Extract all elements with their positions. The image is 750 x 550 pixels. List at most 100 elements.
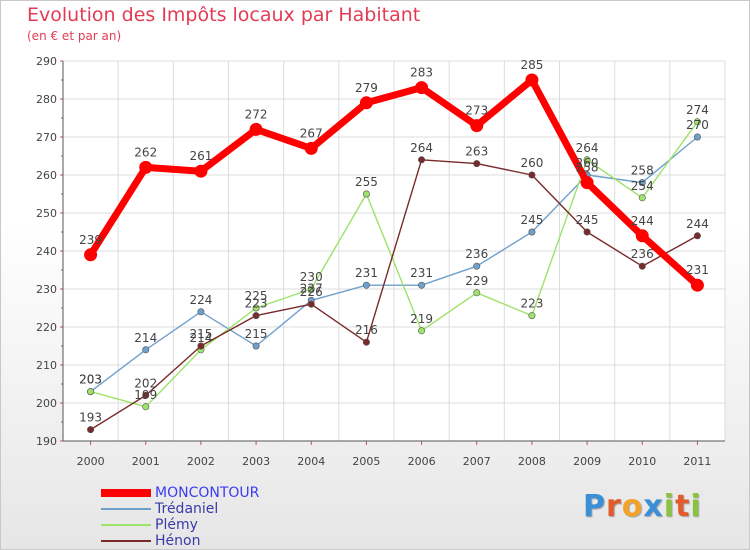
x-tick-labels: 2000 2001 2002 2003 2004 2005 2006 2007 2008 2009… xyxy=(77,455,712,468)
data-point-tredaniel xyxy=(693,133,701,141)
data-point-plemy xyxy=(528,312,536,320)
legend-label: Hénon xyxy=(155,533,201,549)
data-label-tredaniel: 227 xyxy=(300,281,323,295)
data-label-plemy: 219 xyxy=(410,312,433,326)
data-label-plemy: 254 xyxy=(631,179,654,193)
data-point-henon xyxy=(142,391,150,399)
data-label-tredaniel: 260 xyxy=(576,156,599,170)
y-tick-label: 230 xyxy=(36,283,57,296)
data-point-henon xyxy=(252,312,260,320)
data-label-henon: 245 xyxy=(576,213,599,227)
x-tick-label: 2006 xyxy=(408,455,436,468)
data-point-plemy xyxy=(252,304,260,312)
x-tick-label: 2007 xyxy=(463,455,491,468)
series-line-tredaniel xyxy=(89,136,699,393)
data-label-henon: 226 xyxy=(300,285,323,299)
data-label-tredaniel: 258 xyxy=(631,164,654,178)
data-label-moncontour: 262 xyxy=(134,145,157,159)
logo-letter: i xyxy=(663,489,676,524)
y-tick-label: 280 xyxy=(36,93,57,106)
series-line-henon xyxy=(89,159,699,431)
series-group xyxy=(84,73,704,434)
x-tick-label: 2010 xyxy=(628,455,656,468)
y-tick-label: 240 xyxy=(36,245,57,258)
y-tick-label: 220 xyxy=(36,321,57,334)
data-label-henon: 236 xyxy=(631,247,654,261)
data-label-moncontour: 258 xyxy=(576,161,599,175)
logo-letter: o xyxy=(621,489,644,524)
data-point-tredaniel xyxy=(418,281,426,289)
series-line-plemy xyxy=(89,121,699,408)
x-tick-label: 2001 xyxy=(132,455,160,468)
data-label-henon: 193 xyxy=(79,411,102,425)
y-tick-label: 210 xyxy=(36,359,57,372)
data-point-henon xyxy=(87,426,95,434)
data-label-moncontour: 239 xyxy=(79,233,102,247)
data-label-moncontour: 285 xyxy=(520,58,543,72)
data-label-moncontour: 283 xyxy=(410,66,433,80)
data-point-tredaniel xyxy=(528,228,536,236)
data-label-henon: 260 xyxy=(520,156,543,170)
data-point-plemy xyxy=(87,388,95,396)
y-tick-label: 270 xyxy=(36,131,57,144)
data-point-henon xyxy=(197,342,205,350)
data-label-plemy: 274 xyxy=(686,103,709,117)
data-point-moncontour xyxy=(249,122,263,136)
data-point-plemy xyxy=(418,327,426,335)
x-tick-label: 2004 xyxy=(297,455,325,468)
data-point-plemy xyxy=(473,289,481,297)
logo-letter: i xyxy=(690,489,702,524)
x-tick-label: 2002 xyxy=(187,455,215,468)
data-point-moncontour xyxy=(635,229,649,243)
data-label-plemy: 214 xyxy=(189,331,212,345)
data-label-plemy: 255 xyxy=(355,175,378,189)
data-label-henon: 202 xyxy=(134,376,157,390)
data-label-henon: 264 xyxy=(410,141,433,155)
proxiti-logo: Proxiti xyxy=(583,489,702,524)
x-tick-label: 2011 xyxy=(683,455,711,468)
legend-swatch xyxy=(101,489,151,497)
data-label-tredaniel: 224 xyxy=(189,293,212,307)
data-point-moncontour xyxy=(194,164,208,178)
data-label-tredaniel: 231 xyxy=(355,266,378,280)
data-label-henon: 244 xyxy=(686,217,709,231)
data-label-henon: 215 xyxy=(189,327,212,341)
logo-letter: t xyxy=(675,489,691,524)
data-point-moncontour xyxy=(580,176,594,190)
data-point-henon xyxy=(638,262,646,270)
data-point-moncontour xyxy=(304,141,318,155)
data-point-plemy xyxy=(362,190,370,198)
data-label-moncontour: 272 xyxy=(245,107,268,121)
legend-swatch xyxy=(101,524,151,526)
data-point-tredaniel xyxy=(197,308,205,316)
data-label-henon: 223 xyxy=(245,297,268,311)
logo-letter: P xyxy=(583,489,606,524)
data-label-moncontour: 279 xyxy=(355,81,378,95)
data-point-moncontour xyxy=(415,81,429,95)
chart-title: Evolution des Impôts locaux par Habitant xyxy=(27,4,421,26)
legend-swatch xyxy=(101,540,151,542)
logo-letter: x xyxy=(643,489,664,524)
data-label-plemy: 225 xyxy=(245,289,268,303)
data-label-tredaniel: 214 xyxy=(134,331,157,345)
y-tick-label: 260 xyxy=(36,169,57,182)
data-label-plemy: 229 xyxy=(465,274,488,288)
series-line-moncontour xyxy=(87,76,701,289)
data-label-plemy: 223 xyxy=(520,297,543,311)
data-point-moncontour xyxy=(84,248,98,262)
data-point-tredaniel xyxy=(473,262,481,270)
data-label-moncontour: 244 xyxy=(631,214,654,228)
x-tick-label: 2005 xyxy=(352,455,380,468)
y-tick-label: 250 xyxy=(36,207,57,220)
data-point-tredaniel xyxy=(252,342,260,350)
data-point-plemy xyxy=(142,403,150,411)
data-point-henon xyxy=(583,228,591,236)
data-point-henon xyxy=(693,232,701,240)
data-point-henon xyxy=(418,156,426,164)
axes xyxy=(60,60,725,445)
data-label-henon: 263 xyxy=(465,145,488,159)
data-point-henon xyxy=(528,171,536,179)
x-tick-label: 2000 xyxy=(77,455,105,468)
data-label-plemy: 199 xyxy=(134,388,157,402)
